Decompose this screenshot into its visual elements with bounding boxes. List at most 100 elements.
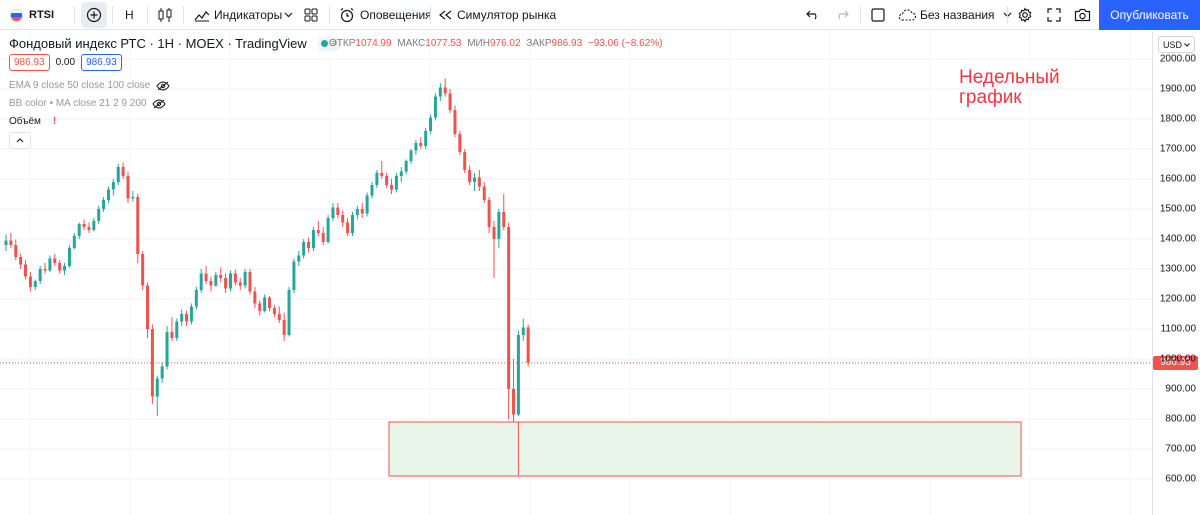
candle-body [116,167,120,182]
candle-body [38,269,42,281]
symbol-legend[interactable]: Фондовый индекс РТС · 1Н · MOEX · Tradin… [9,36,342,51]
candle-body [341,215,345,223]
indicator-ema-label: EMA 9 close 50 close 100 close [9,80,151,91]
candle-body [409,150,413,161]
replay-button[interactable]: Симулятор рынка [439,0,556,30]
alarm-clock-icon [340,8,354,23]
candle-body [448,93,452,110]
indicator-bb-label: BB color • MA close 21 2 9 200 [9,98,147,109]
collapse-legend-button[interactable] [9,132,31,149]
fullscreen-icon [1047,8,1061,22]
candle-body [516,335,520,415]
candle-body [526,327,530,363]
legend-title: Фондовый индекс РТС · 1Н · MOEX · Tradin… [9,36,307,51]
candle-body [233,273,237,283]
support-zone-rectangle[interactable] [388,421,1022,477]
candle-body [33,281,37,287]
layouts-button[interactable] [304,0,318,30]
candle-body [19,257,23,265]
chart-annotation-text[interactable]: Недельный график [959,67,1060,108]
publish-button[interactable]: Опубликовать [1099,0,1200,30]
interval-button[interactable]: Н [125,0,134,30]
snapshot-button[interactable] [1074,0,1091,30]
candle-body [155,378,159,397]
price-axis[interactable]: USD 986.93 2000.00 1900.00 1800.00 1700.00 1… [1152,31,1200,515]
candle-body [458,134,462,152]
candle-body [146,285,150,329]
toolbar-divider [1007,6,1008,24]
russia-flag-icon [10,8,23,22]
candle-body [63,266,67,271]
candle-body [302,242,306,256]
candle-body [189,306,193,322]
chart-type-button[interactable] [157,0,173,30]
redo-button[interactable] [835,0,849,30]
candle-body [482,186,486,200]
compare-add-button[interactable] [81,2,107,28]
candle-body [346,222,350,233]
candle-body [497,212,501,239]
price-axis-label: 800.00 [1165,413,1196,425]
price-axis-label: 600.00 [1165,473,1196,485]
low-key: МИН [467,38,490,49]
candle-body [199,273,203,290]
indicator-ema-row[interactable]: EMA 9 close 50 close 100 close [9,80,170,91]
indicator-bb-row[interactable]: BB color • MA close 21 2 9 200 [9,98,167,109]
low-value: 976.02 [489,38,521,49]
market-status-badge[interactable]: ≈ [316,36,342,51]
candle-body [160,366,164,379]
sell-price-box[interactable]: 986.93 [9,54,50,71]
candle-body [453,110,457,134]
buy-price-box[interactable]: 986.93 [81,54,122,71]
candle-body [228,273,232,289]
price-chart[interactable] [0,31,1152,515]
selection-checkbox[interactable] [871,0,885,30]
symbol-search-button[interactable]: RTSI [10,0,54,30]
candle-body [224,278,228,289]
gear-icon [1018,7,1032,23]
candle-body [106,189,110,200]
undo-icon [806,10,817,20]
price-axis-label: 700.00 [1165,443,1196,455]
candle-body [433,96,437,118]
eye-hidden-icon[interactable] [152,98,167,109]
market-open-icon [320,40,328,47]
candle-body [58,263,62,271]
currency-selector[interactable]: USD [1158,36,1195,53]
candle-body [385,176,389,185]
candle-body [97,209,101,221]
toolbar-divider [183,6,184,24]
warning-icon[interactable]: ! [52,116,57,127]
undo-button[interactable] [806,0,820,30]
price-axis-label: 1300.00 [1159,263,1196,275]
candle-body [468,170,472,182]
alerts-button[interactable]: Оповещения [339,0,432,30]
fullscreen-button[interactable] [1047,0,1061,30]
high-value: 1077.53 [425,38,462,49]
candle-body [272,308,276,314]
currency-label: USD [1162,39,1182,50]
candle-body [185,314,189,322]
indicators-button[interactable]: Индикаторы [194,0,282,30]
candle-body [512,389,516,415]
grid-layout-icon [304,8,318,22]
candle-body [463,152,467,170]
indicator-volume-row[interactable]: Объём ! [9,116,56,127]
candles-series [4,78,530,422]
candle-body [292,261,296,290]
candle-body [394,176,398,190]
indicators-dropdown[interactable] [284,0,293,30]
candle-body [77,224,81,236]
candle-body [180,314,184,322]
settings-button[interactable] [1017,0,1033,30]
layout-name-button[interactable]: Без названия [897,0,1012,30]
candle-body [131,197,135,199]
candles-icon [158,8,172,22]
candle-body [170,332,174,338]
replay-label: Симулятор рынка [457,8,557,22]
candle-body [194,290,198,307]
candle-body [219,275,223,278]
candle-body [390,185,394,190]
candle-body [297,255,301,262]
eye-hidden-icon[interactable] [156,80,170,91]
